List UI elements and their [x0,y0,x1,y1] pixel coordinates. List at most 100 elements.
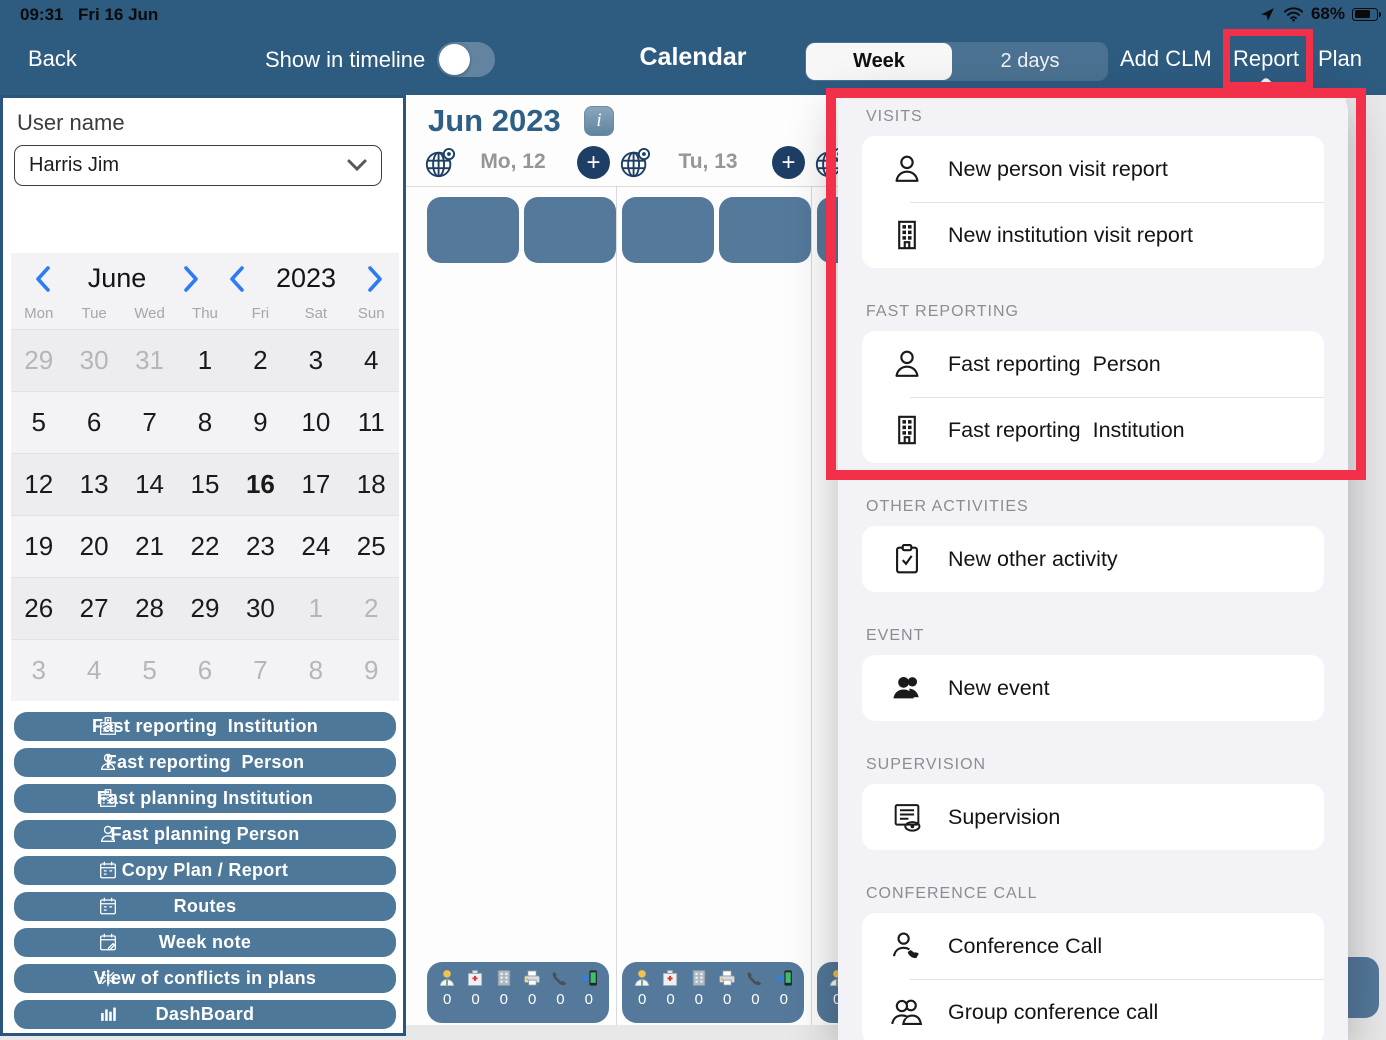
calendar-day[interactable]: 6 [197,655,213,685]
summary-card[interactable]: 0 0 0 0 0 0 [427,962,609,1023]
button-label: Routes [173,896,237,916]
conference-call-menu-item[interactable]: Conference Call [862,913,1324,979]
timeline-toggle[interactable] [437,42,495,77]
calendar-day[interactable]: 6 [86,407,102,437]
calendar-day[interactable]: 18 [356,469,386,499]
weekday-label: Wed [134,305,165,322]
calendar-day[interactable]: 28 [135,593,165,623]
info-button[interactable]: i [584,106,614,136]
weekday-label: Thu [192,305,218,322]
summary-count: 0 [666,991,675,1008]
summary-count: 0 [833,991,841,1008]
calendar-day[interactable]: 14 [135,469,165,499]
copy-plan-report-button[interactable]: Copy Plan / Report [14,856,396,885]
day-column-header: Tu, 13 + [615,145,811,181]
view-segmented-control[interactable]: Week 2 days [805,42,1108,81]
globe-pin-icon[interactable] [424,147,456,179]
back-button[interactable]: Back [28,46,77,71]
calendar-week-row: 26 27 28 29 30 1 2 [11,577,399,639]
dashboard-button[interactable]: DashBoard [14,1000,396,1029]
event-block[interactable] [427,197,519,263]
calendar-day[interactable]: 4 [86,655,102,685]
person-icon [890,152,924,186]
calendar-day[interactable]: 12 [24,469,54,499]
calendar-day[interactable]: 13 [79,469,109,499]
calendar-day[interactable]: 9 [253,407,268,437]
event-block[interactable] [719,197,811,263]
calendar-day[interactable]: 1 [197,345,213,375]
summary-count: 0 [584,991,593,1008]
event-block[interactable] [622,197,714,263]
prev-year-button[interactable] [225,264,251,294]
calendar-day[interactable]: 30 [79,345,109,375]
event-block[interactable] [524,197,616,263]
calendar-day[interactable]: 25 [356,531,386,561]
calendar-day[interactable]: 22 [190,531,220,561]
calendar-day[interactable]: 1 [308,593,324,623]
calendar-day[interactable]: 2 [253,345,268,375]
calendar-day[interactable]: 2 [364,593,379,623]
calendar-day[interactable]: 3 [308,345,324,375]
calendar-day[interactable]: 30 [245,593,275,623]
group-conference-call-menu-item[interactable]: Group conference call [862,979,1324,1040]
calendar-day[interactable]: 8 [197,407,213,437]
new-person-visit-report-menu-item[interactable]: New person visit report [862,136,1324,202]
add-entry-button[interactable]: + [577,146,610,179]
next-month-button[interactable] [179,264,205,294]
calendar-day[interactable]: 17 [301,469,331,499]
calendar-day[interactable]: 19 [24,531,54,561]
fast-planning-institution-button[interactable]: Fast planning Institution [14,784,396,813]
calendar-day[interactable]: 29 [24,345,54,375]
prev-month-button[interactable] [31,264,57,294]
add-clm-button[interactable]: Add CLM [1120,46,1212,71]
summary-cell: 0 [770,968,798,1019]
battery-icon [1352,7,1381,21]
fast-reporting-person-button[interactable]: Fast reporting Person [14,748,396,777]
calendar-day[interactable]: 7 [142,407,157,437]
fast-reporting-person-menu-item[interactable]: Fast reporting Person [862,331,1324,397]
calendar-day[interactable]: 21 [135,531,165,561]
supervision-menu-item[interactable]: Supervision [862,784,1324,850]
day-label: Mo, 12 [480,150,546,173]
user-select[interactable]: Harris Jim [14,145,382,186]
calendar-day[interactable]: 29 [190,593,220,623]
fast-reporting-institution-menu-item[interactable]: Fast reporting Institution [862,397,1324,463]
fast-reporting-institution-button[interactable]: Fast reporting Institution [14,712,396,741]
globe-pin-icon[interactable] [619,147,651,179]
calendar-day[interactable]: 24 [301,531,331,561]
new-other-activity-menu-item[interactable]: New other activity [862,526,1324,592]
calendar-day[interactable]: 5 [31,407,46,437]
segment-2days[interactable]: 2 days [1000,50,1060,72]
year-label: 2023 [275,263,337,293]
calendar-icon [97,895,119,917]
fast-planning-person-button[interactable]: Fast planning Person [14,820,396,849]
segment-week[interactable]: Week [806,43,952,80]
week-note-button[interactable]: Week note [14,928,396,957]
calendar-day[interactable]: 8 [308,655,324,685]
add-entry-button[interactable]: + [772,146,805,179]
report-button[interactable]: Report [1233,46,1300,71]
summary-card[interactable]: 0 0 0 0 0 0 [622,962,804,1023]
routes-button[interactable]: Routes [14,892,396,921]
new-event-menu-item[interactable]: New event [862,655,1324,721]
calendar-day[interactable]: 3 [31,655,46,685]
calendar-day[interactable]: 31 [135,345,165,375]
calendar-day[interactable]: 26 [24,593,54,623]
calendar-day[interactable]: 27 [79,593,109,623]
view-of-conflicts-in-plans-button[interactable]: View of conflicts in plans [14,964,396,993]
button-label: Fast planning Institution [96,788,314,808]
calendar-day[interactable]: 7 [253,655,268,685]
calendar-day[interactable]: 10 [301,407,331,437]
calendar-day[interactable]: 16 [245,469,275,499]
calendar-day[interactable]: 5 [142,655,157,685]
next-year-button[interactable] [363,264,389,294]
new-institution-visit-report-menu-item[interactable]: New institution visit report [862,202,1324,268]
calendar-day[interactable]: 20 [79,531,109,561]
plan-button[interactable]: Plan [1318,46,1363,71]
calendar-day[interactable]: 11 [357,407,385,437]
calendar-day[interactable]: 9 [364,655,379,685]
main-month-title: Jun 2023 [428,103,561,138]
calendar-day[interactable]: 4 [364,345,379,375]
calendar-day[interactable]: 15 [190,469,220,499]
calendar-day[interactable]: 23 [245,531,275,561]
